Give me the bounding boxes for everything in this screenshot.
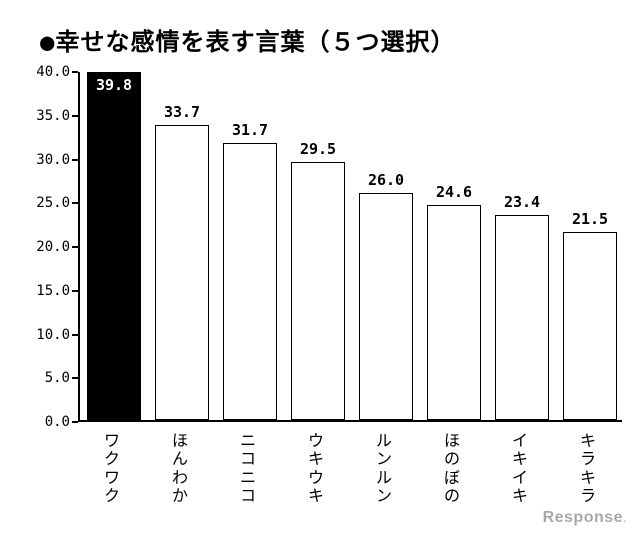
plot-region: 39.8 33.7 31.7 29.5 26.0 24.6 23.4 21.5 (78, 72, 622, 422)
x-category-label: ルンルン (374, 432, 394, 506)
x-category-label: ウキウキ (306, 432, 326, 506)
bar-value-label: 39.8 (96, 76, 132, 94)
ytick-mark (72, 290, 78, 292)
bar-value-label: 24.6 (436, 183, 472, 201)
x-category-label: イキイキ (510, 432, 530, 506)
ytick-mark (72, 334, 78, 336)
ytick-label: 20.0 (26, 239, 70, 255)
watermark-suffix: . (623, 509, 628, 526)
x-category-label: キラキラ (578, 432, 598, 506)
ytick-mark (72, 159, 78, 161)
bar-value-label: 29.5 (300, 140, 336, 158)
ytick-label: 10.0 (26, 327, 70, 343)
x-category-label: ほのぼの (442, 432, 462, 506)
bar-value-label: 21.5 (572, 210, 608, 228)
bar (495, 215, 548, 420)
ytick-label: 25.0 (26, 195, 70, 211)
x-category-label: ニコニコ (238, 432, 258, 506)
ytick-mark (72, 377, 78, 379)
ytick-label: 30.0 (26, 152, 70, 168)
chart-area: 39.833.731.729.526.024.623.421.5 0.05.01… (22, 72, 622, 422)
bar (155, 125, 208, 420)
bar-value-label: 26.0 (368, 171, 404, 189)
bar-value-label: 33.7 (164, 103, 200, 121)
ytick-mark (72, 115, 78, 117)
bar (427, 205, 480, 420)
bar (359, 193, 412, 421)
ytick-mark (72, 421, 78, 423)
bar (563, 232, 616, 420)
chart-title: ●幸せな感情を表す言葉（５つ選択） (40, 22, 455, 57)
ytick-label: 15.0 (26, 283, 70, 299)
x-category-label: ほんわか (170, 432, 190, 506)
bar (87, 72, 140, 420)
watermark-brand: Response (543, 509, 623, 526)
watermark: Response. (543, 509, 628, 527)
bar-value-label: 31.7 (232, 121, 268, 139)
bar (291, 162, 344, 420)
ytick-label: 35.0 (26, 108, 70, 124)
ytick-label: 5.0 (26, 370, 70, 386)
ytick-label: 40.0 (26, 64, 70, 80)
x-axis-labels: ワクワク ほんわか ニコニコ ウキウキ ルンルン ほのぼの イキイキ キラキラ (78, 428, 622, 518)
bar-value-label: 23.4 (504, 193, 540, 211)
ytick-mark (72, 71, 78, 73)
ytick-label: 0.0 (26, 414, 70, 430)
ytick-mark (72, 202, 78, 204)
bar (223, 143, 276, 420)
x-category-label: ワクワク (102, 432, 122, 506)
ytick-mark (72, 246, 78, 248)
